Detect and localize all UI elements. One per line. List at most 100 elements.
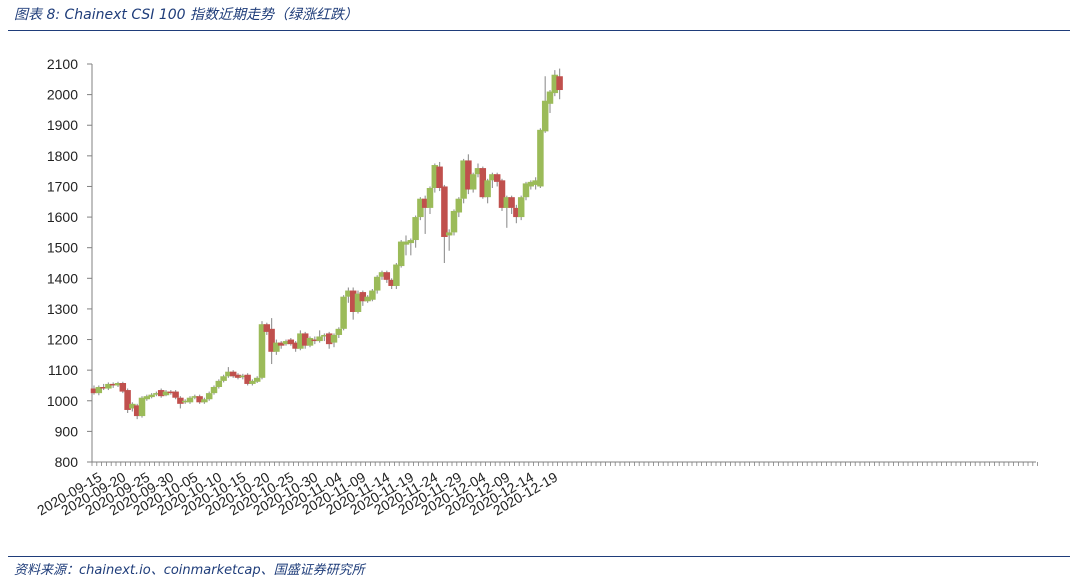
candle-body-down [100,386,107,389]
candle-body-up [489,174,496,181]
candle-body-down [441,186,448,237]
candle-body-down [388,279,395,286]
candle [234,373,242,380]
candle [287,338,295,346]
y-tick-label: 2000 [47,87,78,103]
candlestick-chart: 800 900 1000 1100 1200 1300 1400 1500 1600 1700 18… [34,56,1038,518]
candle-body-up [258,324,266,378]
candle-body-up [450,210,458,233]
candle-body-up [474,168,482,175]
candle [479,166,487,199]
candle [215,379,223,389]
candle [508,195,515,215]
candle [157,388,165,398]
candle-body-up [153,393,160,395]
y-tick-label: 2100 [47,56,78,72]
y-tick-label: 1600 [47,209,78,225]
y-tick-label: 1200 [47,332,78,348]
candle-body-up [95,386,103,394]
candle [364,295,371,303]
candle-body-down [109,383,117,386]
candle [369,289,376,302]
candle-body-down [287,339,295,345]
candle [441,184,448,263]
candle-body-down [229,371,237,377]
candle [311,336,319,345]
candle [277,341,285,349]
candle [407,238,415,256]
candle-body-up [191,396,199,398]
candle-body-down [465,160,472,190]
candle [167,390,175,395]
candle [412,215,419,248]
candle [124,388,131,414]
candle-body-up [201,399,208,403]
y-axis: 800 900 1000 1100 1200 1300 1400 1500 1600 1700 18… [47,56,93,470]
candle [417,197,424,221]
candle [138,396,146,418]
candle-body-down [436,166,443,188]
candle [325,331,333,349]
candle [191,394,199,400]
candle [268,318,275,365]
candle-body-up [517,197,525,218]
candle [383,270,391,283]
candle-body-up [426,187,434,208]
candle-body-up [460,160,467,199]
candle-body-up [249,380,256,384]
candle [354,290,362,314]
candle-body-up [105,383,112,389]
y-tick-label: 800 [55,454,79,470]
candle [273,339,280,355]
candle [143,394,151,401]
candle [556,68,563,100]
candle-body-up [455,198,463,213]
candle-body-up [369,290,376,300]
candle-body-down [167,391,175,394]
candle-body-up [551,74,559,94]
candle-body-up [546,91,554,104]
candle-body-up [527,181,535,187]
candle-body-down [498,180,506,208]
candle-body-down [556,76,563,91]
candle [517,195,525,221]
candle-body-up [364,296,371,302]
candle-body-down [349,290,357,312]
candle [426,186,434,215]
candle-body-down [292,342,299,349]
candle-body-down [263,324,271,332]
candle-body-up [503,197,511,208]
candle-body-up [393,264,400,286]
candle-body-up [316,336,323,342]
top-rule [8,30,1070,31]
candle [460,158,467,204]
candle-body-up [129,403,136,409]
y-tick-label: 900 [55,423,79,439]
y-tick-label: 1500 [47,240,78,256]
candle-body-up [330,334,338,343]
candle-body-up [484,180,491,198]
candle-body-up [205,393,213,400]
y-tick-label: 1400 [47,270,78,286]
candle [397,240,405,268]
candle-body-up [306,338,314,346]
candle [321,333,328,342]
candle [335,327,343,339]
candle [177,396,184,409]
candle [109,382,117,388]
candle-body-down [234,374,242,378]
candle-body-down [311,339,319,342]
candle [340,295,347,331]
candle-body-down [268,328,275,352]
source-note: 资料来源：chainext.io、coinmarketcap、国盛证券研究所 [14,563,365,578]
candle-body-up [541,100,549,132]
candle-body-down [133,405,141,417]
candle-body-up [138,397,146,417]
bottom-rule [8,556,1070,557]
candle [465,154,472,195]
candle-body-up [335,328,343,335]
candle-body-down [421,198,429,208]
candle-body-down [196,396,203,403]
candle [297,330,304,351]
candle-body-up [469,174,477,190]
